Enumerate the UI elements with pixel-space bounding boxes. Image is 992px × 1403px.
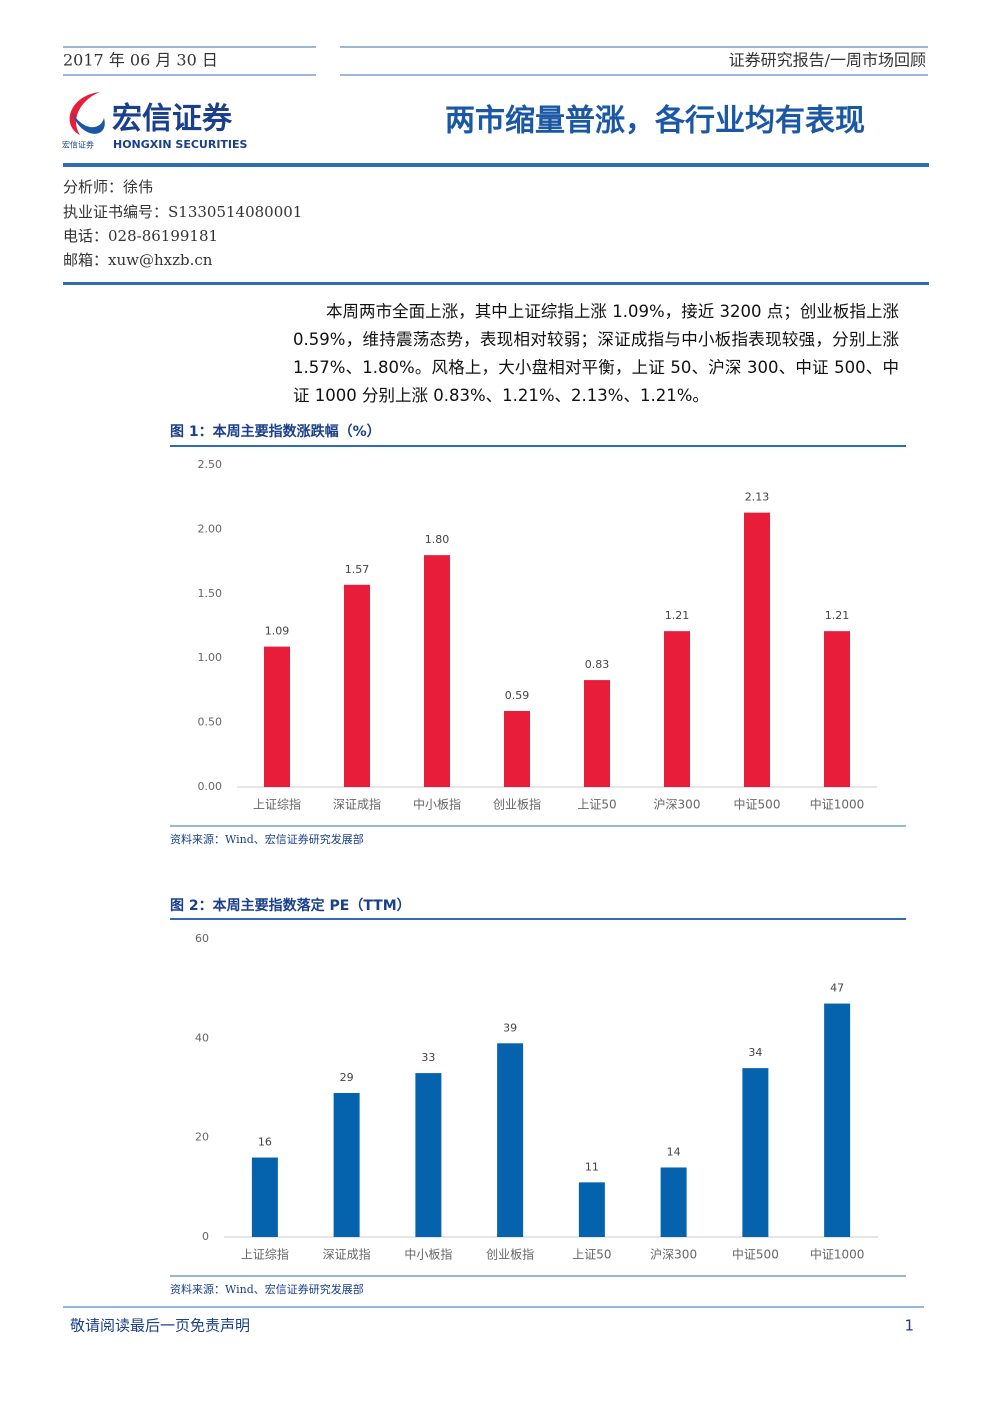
y-tick-label: 60 [195, 932, 209, 945]
bar [660, 1167, 687, 1237]
data-label: 1.57 [345, 563, 370, 576]
bar [497, 1043, 524, 1237]
x-tick-label: 沪深300 [650, 1248, 697, 1262]
x-tick-label: 中小板指 [404, 1247, 452, 1262]
x-tick-label: 中证500 [732, 1247, 779, 1262]
data-label: 11 [585, 1160, 599, 1173]
y-tick-label: 0 [202, 1230, 209, 1243]
analyst-line: 执业证书编号：S1330514080001 [63, 203, 302, 221]
bar [664, 631, 690, 787]
analyst-line: 电话：028-86199181 [63, 227, 218, 245]
logo-name: 宏信证券 [112, 102, 233, 137]
y-tick-label: 1.50 [198, 587, 223, 600]
data-label: 1.21 [825, 609, 850, 622]
logo-small: 宏信证券 [62, 140, 94, 150]
bar [424, 555, 450, 787]
data-label: 1.80 [425, 533, 450, 546]
data-label: 33 [421, 1051, 435, 1064]
bar [584, 680, 610, 787]
y-tick-label: 0.50 [198, 716, 223, 729]
data-label: 0.83 [585, 658, 610, 671]
x-tick-label: 中证500 [734, 797, 781, 812]
report-title: 两市缩量普涨，各行业均有表现 [445, 104, 865, 139]
chart-source: 资料来源：Wind、宏信证券研究发展部 [170, 832, 364, 846]
x-tick-label: 沪深300 [654, 798, 701, 812]
chart-title: 图 2：本周主要指数落定 PE（TTM） [170, 897, 411, 914]
data-label: 39 [503, 1021, 517, 1034]
data-label: 1.21 [665, 609, 690, 622]
data-label: 34 [748, 1046, 762, 1059]
rule [63, 282, 929, 285]
bar [744, 512, 770, 787]
y-tick-label: 2.00 [198, 522, 223, 535]
analyst-line: 邮箱：xuw@hxzb.cn [63, 251, 213, 269]
category: 证券研究报告/一周市场回顾 [729, 51, 926, 70]
x-tick-label: 上证50 [577, 798, 616, 812]
bar [344, 584, 370, 787]
logo-mark [69, 92, 100, 135]
x-tick-label: 上证综指 [253, 797, 301, 812]
bar [824, 631, 850, 787]
bar [251, 1157, 278, 1237]
summary: 本周两市全面上涨，其中上证综指上涨 1.09%，接近 3200 点；创业板指上涨… [293, 302, 899, 405]
data-label: 0.59 [505, 689, 530, 702]
analyst-line: 分析师：徐伟 [63, 178, 153, 196]
footer-note: 敬请阅读最后一页免责声明 [70, 1317, 250, 1335]
logo-english: HONGXIN SECURITIES [113, 138, 248, 151]
date: 2017 年 06 月 30 日 [63, 51, 218, 70]
logo-mark [72, 112, 105, 134]
y-tick-label: 2.50 [198, 458, 223, 471]
y-tick-label: 1.00 [198, 651, 223, 664]
bar [415, 1073, 442, 1237]
y-tick-label: 0.00 [198, 780, 223, 793]
bar [742, 1068, 769, 1237]
data-label: 16 [258, 1136, 272, 1149]
x-tick-label: 创业板指 [493, 797, 541, 812]
data-label: 2.13 [745, 491, 770, 504]
y-tick-label: 20 [195, 1131, 209, 1144]
bar [824, 1003, 851, 1237]
x-tick-label: 中证1000 [810, 1247, 865, 1262]
page-number: 1 [904, 1317, 914, 1335]
bar [333, 1092, 360, 1237]
x-tick-label: 深证成指 [323, 1247, 371, 1262]
chart-title: 图 1：本周主要指数涨跌幅（%） [170, 423, 381, 440]
bar [504, 711, 530, 787]
data-label: 29 [340, 1071, 354, 1084]
chart-source: 资料来源：Wind、宏信证券研究发展部 [170, 1282, 364, 1296]
bar [578, 1182, 605, 1237]
x-tick-label: 上证综指 [241, 1247, 289, 1262]
x-tick-label: 中小板指 [413, 797, 461, 812]
data-label: 14 [667, 1145, 681, 1158]
x-tick-label: 中证1000 [810, 797, 865, 812]
y-tick-label: 40 [195, 1031, 209, 1044]
bar [264, 646, 290, 787]
x-tick-label: 创业板指 [486, 1247, 534, 1262]
x-tick-label: 上证50 [572, 1248, 611, 1262]
rule [63, 163, 929, 167]
data-label: 1.09 [265, 625, 290, 638]
x-tick-label: 深证成指 [333, 797, 381, 812]
data-label: 47 [830, 982, 844, 995]
